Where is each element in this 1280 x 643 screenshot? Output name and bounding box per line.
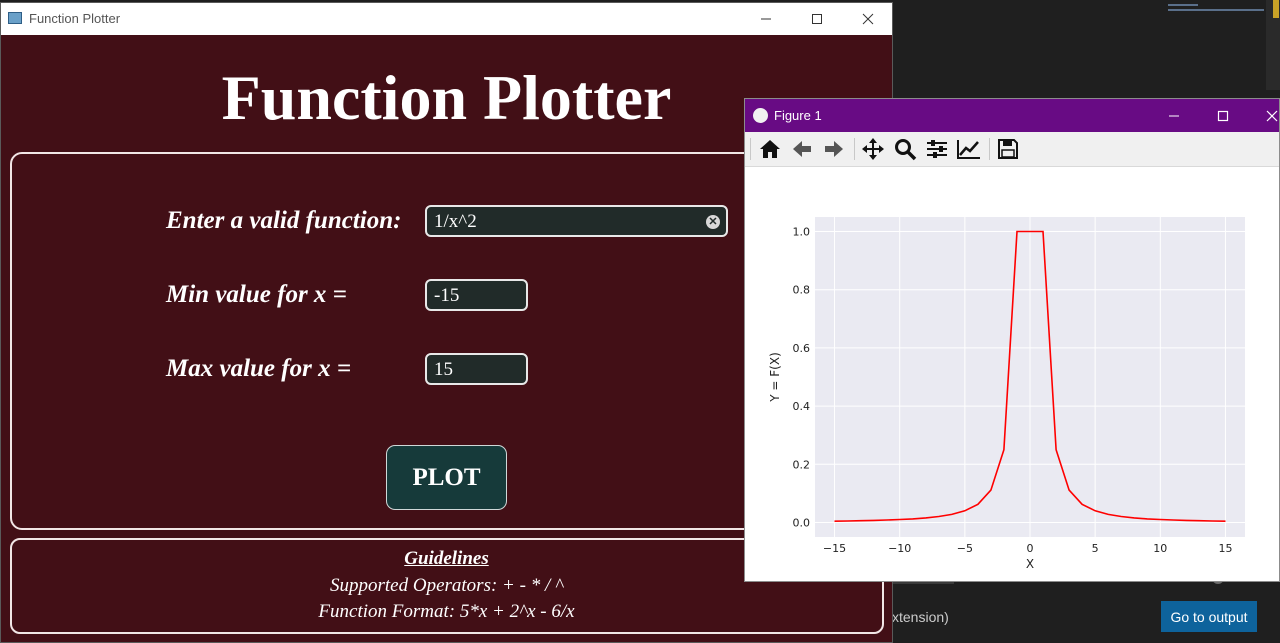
guidelines-panel [10,538,884,634]
x-tick-label: 10 [1153,542,1167,555]
x-tick-label: −10 [888,542,911,555]
x-tick-label: 5 [1092,542,1099,555]
pan-icon [862,138,884,160]
x-tick-label: 0 [1027,542,1034,555]
home-icon [760,140,780,158]
figure-close-button[interactable] [1249,99,1279,132]
figure-window: Figure 1 [744,98,1280,582]
plot-button[interactable]: PLOT [386,445,507,510]
app-icon [8,12,22,24]
edit-axes-button[interactable] [955,136,983,162]
y-tick-label: 0.6 [793,342,811,355]
y-tick-label: 0.8 [793,284,811,297]
maximize-button[interactable] [792,3,842,35]
zoom-icon [895,139,917,161]
editor-scrollbar[interactable] [1266,0,1280,90]
x-tick-label: 15 [1218,542,1232,555]
y-tick-label: 0.0 [793,516,811,529]
guidelines-operators: Supported Operators: + - * / ^ [330,575,563,596]
figure-title-bar: Figure 1 [745,99,1279,132]
minimize-button[interactable] [741,3,791,35]
y-tick-label: 0.2 [793,458,811,471]
plot-canvas[interactable]: −15 −10 −5 0 5 10 15 0.0 0.2 0.4 0.6 0.8 1.0 X Y = F… [745,167,1279,581]
maximize-icon [812,14,822,24]
figure-minimize-button[interactable] [1151,99,1197,132]
toolbar-separator [854,138,855,160]
toolbar-grip [750,138,751,160]
edit-axes-icon [957,140,980,159]
zoom-button[interactable] [891,136,919,162]
home-button[interactable] [756,136,784,162]
figure-maximize-button[interactable] [1200,99,1246,132]
x-tick-label: −15 [823,542,846,555]
y-tick-label: 1.0 [793,226,811,239]
close-icon [1266,110,1278,121]
matplotlib-icon [753,108,768,123]
tick-labels: −15 −10 −5 0 5 10 15 0.0 0.2 0.4 0.6 0.8 1.0 [793,226,1233,555]
max-x-label: Max value for x = [166,355,352,382]
back-arrow-icon [793,141,811,157]
pan-button[interactable] [859,136,887,162]
guidelines-format: Function Format: 5*x + 2^x - 6/x [318,601,575,622]
x-axis-label: X [1026,557,1034,571]
save-icon [998,139,1018,159]
y-axis-label: Y = F(X) [768,352,782,403]
close-button[interactable] [843,3,892,35]
configure-subplots-icon [927,140,947,158]
grid [815,217,1245,537]
minimize-icon [1169,115,1179,116]
editor-scroll-marker [1273,0,1279,18]
min-x-input[interactable]: -15 [425,279,528,311]
editor-panel-label: xtension) [892,609,949,625]
toolbar-separator [989,138,990,160]
title-bar: Function Plotter [1,3,892,35]
configure-subplots-button[interactable] [923,136,951,162]
editor-minimap[interactable] [1166,0,1266,14]
close-icon [862,13,874,25]
figure-window-title: Figure 1 [774,108,822,123]
clear-icon[interactable]: ✕ [706,215,720,229]
back-button[interactable] [788,136,816,162]
max-x-input[interactable]: 15 [425,353,528,385]
y-tick-label: 0.4 [793,400,811,413]
series-line [834,230,1226,522]
min-x-label: Min value for x = [166,281,347,308]
go-to-output-button[interactable]: Go to output [1161,601,1257,632]
page-title: Function Plotter [221,62,672,133]
forward-arrow-icon [825,141,843,157]
minimize-icon [761,18,771,20]
guidelines-title: Guidelines [404,548,489,569]
function-input[interactable]: 1/x^2 [425,205,728,237]
window-title: Function Plotter [29,11,121,26]
forward-button[interactable] [820,136,848,162]
maximize-icon [1217,110,1229,121]
function-label: Enter a valid function: [166,207,402,234]
save-button[interactable] [994,136,1022,162]
navigation-toolbar [745,132,1279,167]
x-tick-label: −5 [957,542,973,555]
